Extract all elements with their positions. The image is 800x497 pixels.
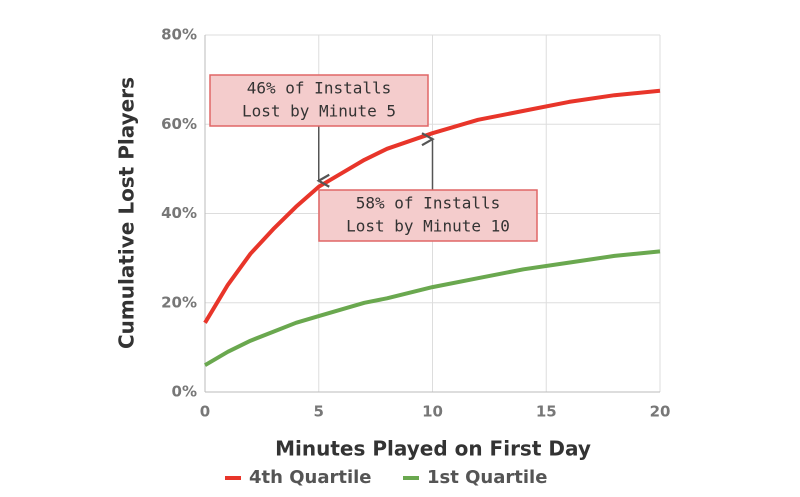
y-tick-label: 60% bbox=[161, 115, 197, 133]
annotation-text: Lost by Minute 10 bbox=[346, 217, 510, 236]
x-tick-label: 15 bbox=[536, 403, 557, 421]
x-tick-label: 0 bbox=[200, 403, 210, 421]
y-axis-title: Cumulative Lost Players bbox=[115, 77, 139, 349]
x-axis-title: Minutes Played on First Day bbox=[275, 437, 591, 461]
annotation-box bbox=[209, 74, 429, 127]
annotation-text: 46% of Installs bbox=[247, 79, 392, 98]
legend-label: 1st Quartile bbox=[427, 467, 547, 488]
x-tick-label: 5 bbox=[314, 403, 324, 421]
y-tick-label: 0% bbox=[172, 383, 197, 401]
y-tick-label: 20% bbox=[161, 293, 197, 311]
annotation-text: 58% of Installs bbox=[356, 194, 501, 213]
annotation-box bbox=[318, 189, 538, 242]
x-tick-label: 20 bbox=[650, 403, 671, 421]
series-line bbox=[203, 249, 661, 367]
y-tick-label: 40% bbox=[161, 204, 197, 222]
y-tick-label: 80% bbox=[161, 26, 197, 44]
series-line bbox=[203, 88, 661, 324]
legend-label: 4th Quartile bbox=[249, 467, 372, 488]
x-tick-label: 10 bbox=[422, 403, 443, 421]
annotation-text: Lost by Minute 5 bbox=[242, 102, 396, 121]
